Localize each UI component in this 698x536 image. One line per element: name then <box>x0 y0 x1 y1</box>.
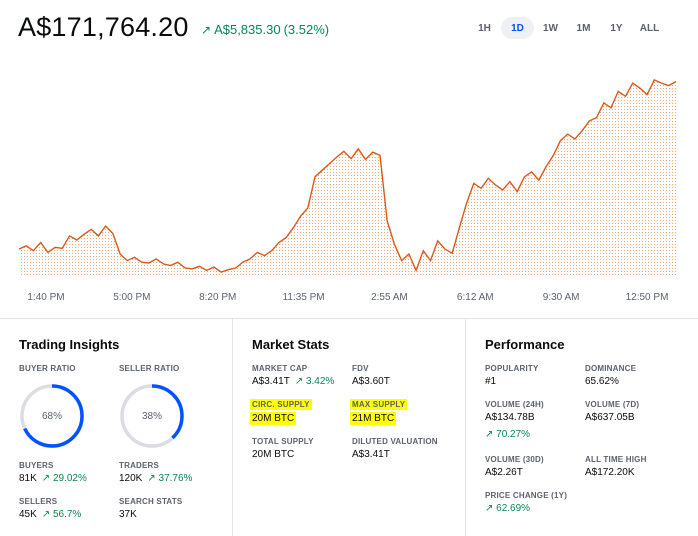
buyer-ratio-value: 68% <box>41 410 62 422</box>
price-chart[interactable]: 1:40 PM 5:00 PM 8:20 PM 11:35 PM 2:55 AM 6:12… <box>0 40 698 310</box>
diluted-valuation-stat: DILUTED VALUATION A$3.41T <box>352 437 438 460</box>
x-axis-label: 9:30 AM <box>543 292 580 303</box>
x-axis-labels: 1:40 PM 5:00 PM 8:20 PM 11:35 PM 2:55 AM 6:12… <box>27 292 668 303</box>
range-1y-button[interactable]: 1Y <box>610 22 623 34</box>
range-1w-button[interactable]: 1W <box>543 22 558 34</box>
fdv-stat: FDV A$3.60T <box>352 364 390 387</box>
trend-up-icon: ↗ <box>201 22 212 37</box>
price-line <box>18 78 677 273</box>
buyer-ratio-label: BUYER RATIO <box>19 364 76 373</box>
volume-7d-stat: VOLUME (7D) A$637.05B <box>585 400 640 423</box>
x-axis-label: 8:20 PM <box>199 292 236 303</box>
x-axis-label: 5:00 PM <box>113 292 150 303</box>
x-axis-label: 12:50 PM <box>626 292 669 303</box>
all-time-high-stat: ALL TIME HIGH A$172.20K <box>585 455 647 478</box>
circ-supply-stat: CIRC. SUPPLY 20M BTC <box>250 399 312 425</box>
market-stats-title: Market Stats <box>252 337 330 352</box>
total-supply-stat: TOTAL SUPPLY 20M BTC <box>252 437 314 460</box>
x-axis-label: 1:40 PM <box>27 292 64 303</box>
trading-insights-title: Trading Insights <box>19 337 120 352</box>
volume-24h-stat: VOLUME (24H) A$134.78B ↗ 70.27% <box>485 400 544 440</box>
current-price: A$171,764.20 <box>18 12 189 42</box>
x-axis-label: 6:12 AM <box>457 292 494 303</box>
column-divider <box>465 319 466 536</box>
seller-ratio-label: SELLER RATIO <box>119 364 180 373</box>
buyer-ratio-ring <box>20 384 84 448</box>
popularity-stat: POPULARITY #1 <box>485 364 539 387</box>
ring-progress <box>20 384 84 448</box>
price-change-percent: (3.52%) <box>283 22 330 37</box>
x-axis-label: 2:55 AM <box>371 292 408 303</box>
range-1h-button[interactable]: 1H <box>478 22 491 34</box>
range-1m-button[interactable]: 1M <box>576 22 591 34</box>
dominance-stat: DOMINANCE 65.62% <box>585 364 637 387</box>
performance-title: Performance <box>485 337 565 352</box>
seller-ratio-value: 38% <box>141 410 162 422</box>
buyers-stat: BUYERS 81K ↗ 29.02% <box>19 461 87 484</box>
column-divider <box>232 319 233 536</box>
search-stats-stat: SEARCH STATS 37K <box>119 497 183 520</box>
price-change: ↗ A$5,835.30 (3.52%) <box>201 22 329 37</box>
market-cap-stat: MARKET CAP A$3.41T ↗ 3.42% <box>252 364 335 387</box>
max-supply-stat: MAX SUPPLY 21M BTC <box>350 399 408 425</box>
price-change-amount: A$5,835.30 <box>214 22 281 37</box>
price-change-1y-stat: PRICE CHANGE (1Y) ↗ 62.69% <box>485 491 568 514</box>
section-divider <box>0 318 698 319</box>
sellers-stat: SELLERS 45K ↗ 56.7% <box>19 497 82 520</box>
traders-stat: TRADERS 120K ↗ 37.76% <box>119 461 193 484</box>
time-range-selector: 1H 1D 1W 1M 1Y ALL <box>468 17 666 39</box>
volume-30d-stat: VOLUME (30D) A$2.26T <box>485 455 544 478</box>
range-1d-button[interactable]: 1D <box>501 17 534 39</box>
x-axis-label: 11:35 PM <box>283 292 325 303</box>
price-area <box>19 79 676 278</box>
ring-progress <box>120 384 184 448</box>
seller-ratio-ring <box>120 384 184 448</box>
range-all-button[interactable]: ALL <box>639 22 660 34</box>
